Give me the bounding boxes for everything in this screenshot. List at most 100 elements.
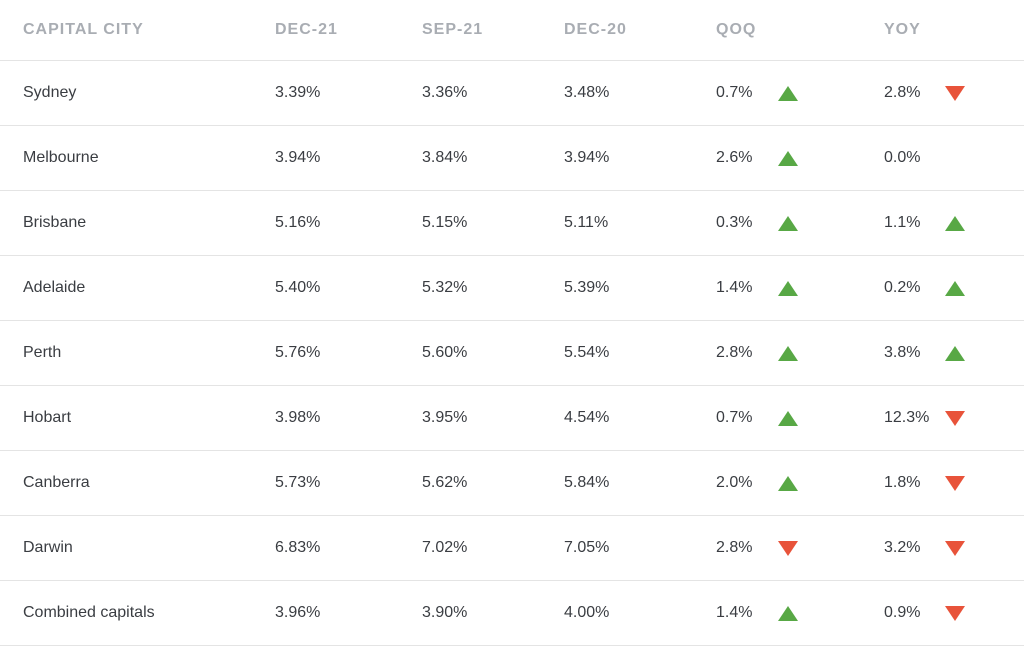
value-dec-20: 7.05% [564, 539, 610, 556]
triangle-down-icon [945, 540, 965, 556]
value-yoy: 3.8% [884, 344, 921, 361]
city-name: Brisbane [23, 214, 87, 231]
table-row: Melbourne 3.94% 3.84% 3.94% 2.6% 0.0% [0, 126, 1024, 191]
header-dec-20[interactable]: DEC-20 [564, 21, 627, 38]
city-name: Canberra [23, 474, 90, 491]
table-row: Hobart 3.98% 3.95% 4.54% 0.7% 12.3% [0, 386, 1024, 451]
value-dec-21: 5.40% [275, 279, 321, 296]
value-dec-21: 5.16% [275, 214, 321, 231]
value-yoy: 0.9% [884, 604, 921, 621]
value-sep-21: 5.62% [422, 474, 468, 491]
triangle-up-icon [778, 410, 798, 426]
city-name: Hobart [23, 409, 72, 426]
qoq-indicator-cell [778, 126, 798, 190]
qoq-indicator-cell [778, 581, 798, 645]
qoq-indicator-cell [778, 516, 798, 580]
yoy-indicator-cell [945, 581, 965, 645]
value-dec-20: 5.39% [564, 279, 610, 296]
table-header-row: CAPITAL CITY DEC-21 SEP-21 DEC-20 QOQ YO… [0, 0, 1024, 61]
header-dec-21[interactable]: DEC-21 [275, 21, 338, 38]
value-dec-20: 3.94% [564, 149, 610, 166]
value-dec-21: 3.96% [275, 604, 321, 621]
value-dec-21: 5.76% [275, 344, 321, 361]
triangle-up-icon [778, 605, 798, 621]
value-qoq: 2.8% [716, 344, 753, 361]
yoy-indicator-cell [945, 451, 965, 515]
city-name: Melbourne [23, 149, 99, 166]
value-dec-20: 5.11% [564, 214, 609, 231]
triangle-down-icon [945, 410, 965, 426]
city-name: Combined capitals [23, 604, 155, 621]
yoy-indicator-cell [945, 191, 965, 255]
value-qoq: 2.6% [716, 149, 753, 166]
header-yoy[interactable]: YOY [884, 21, 921, 38]
yoy-indicator-cell [945, 321, 965, 385]
qoq-indicator-cell [778, 191, 798, 255]
qoq-indicator-cell [778, 321, 798, 385]
yoy-indicator-cell [945, 386, 965, 450]
value-qoq: 2.0% [716, 474, 753, 491]
triangle-up-icon [778, 215, 798, 231]
value-sep-21: 3.95% [422, 409, 468, 426]
yoy-indicator-cell [945, 61, 965, 125]
table-row: Darwin 6.83% 7.02% 7.05% 2.8% 3.2% [0, 516, 1024, 581]
qoq-indicator-cell [778, 451, 798, 515]
triangle-up-icon [778, 475, 798, 491]
triangle-down-icon [945, 475, 965, 491]
table-row: Canberra 5.73% 5.62% 5.84% 2.0% 1.8% [0, 451, 1024, 516]
triangle-down-icon [778, 540, 798, 556]
value-qoq: 0.7% [716, 409, 753, 426]
value-dec-20: 4.00% [564, 604, 610, 621]
value-dec-21: 3.39% [275, 84, 321, 101]
value-dec-20: 3.48% [564, 84, 610, 101]
value-dec-21: 6.83% [275, 539, 321, 556]
value-dec-20: 5.54% [564, 344, 610, 361]
value-qoq: 1.4% [716, 279, 753, 296]
triangle-up-icon [778, 150, 798, 166]
triangle-down-icon [945, 605, 965, 621]
table-row: Adelaide 5.40% 5.32% 5.39% 1.4% 0.2% [0, 256, 1024, 321]
header-capital-city[interactable]: CAPITAL CITY [23, 21, 144, 38]
value-yoy: 0.0% [884, 149, 921, 166]
city-name: Sydney [23, 84, 77, 101]
qoq-indicator-cell [778, 61, 798, 125]
value-dec-21: 3.94% [275, 149, 321, 166]
qoq-indicator-cell [778, 256, 798, 320]
triangle-up-icon [945, 215, 965, 231]
value-yoy: 0.2% [884, 279, 921, 296]
value-dec-20: 5.84% [564, 474, 610, 491]
value-sep-21: 3.90% [422, 604, 468, 621]
city-name: Adelaide [23, 279, 86, 296]
value-sep-21: 3.36% [422, 84, 468, 101]
value-sep-21: 5.15% [422, 214, 468, 231]
value-yoy: 1.1% [884, 214, 921, 231]
triangle-down-icon [945, 85, 965, 101]
city-name: Perth [23, 344, 62, 361]
city-name: Darwin [23, 539, 73, 556]
table-row: Perth 5.76% 5.60% 5.54% 2.8% 3.8% [0, 321, 1024, 386]
value-sep-21: 5.60% [422, 344, 468, 361]
value-qoq: 0.3% [716, 214, 753, 231]
value-qoq: 0.7% [716, 84, 753, 101]
triangle-up-icon [778, 280, 798, 296]
value-sep-21: 5.32% [422, 279, 468, 296]
table-row: Sydney 3.39% 3.36% 3.48% 0.7% 2.8% [0, 61, 1024, 126]
value-yoy: 1.8% [884, 474, 921, 491]
value-sep-21: 3.84% [422, 149, 468, 166]
value-dec-21: 5.73% [275, 474, 321, 491]
value-qoq: 1.4% [716, 604, 753, 621]
header-qoq[interactable]: QOQ [716, 21, 757, 38]
value-qoq: 2.8% [716, 539, 753, 556]
value-sep-21: 7.02% [422, 539, 468, 556]
value-yoy: 2.8% [884, 84, 921, 101]
header-sep-21[interactable]: SEP-21 [422, 21, 484, 38]
triangle-up-icon [945, 280, 965, 296]
yoy-indicator-cell [945, 256, 965, 320]
qoq-indicator-cell [778, 386, 798, 450]
triangle-up-icon [945, 345, 965, 361]
table-row: Brisbane 5.16% 5.15% 5.11% 0.3% 1.1% [0, 191, 1024, 256]
value-dec-20: 4.54% [564, 409, 610, 426]
value-yoy: 3.2% [884, 539, 921, 556]
yoy-indicator-cell [945, 516, 965, 580]
